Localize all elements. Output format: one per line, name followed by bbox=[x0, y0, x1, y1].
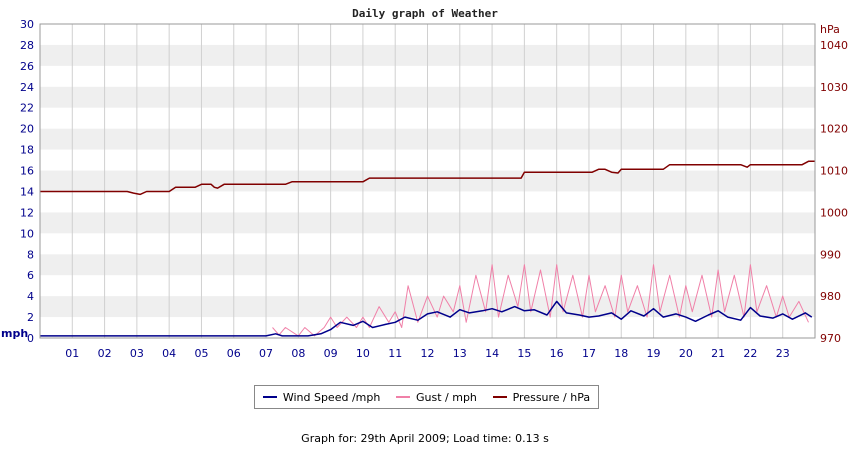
right-tick-label: 1020 bbox=[820, 123, 848, 136]
x-tick-label: 23 bbox=[776, 347, 790, 360]
left-tick-label: 8 bbox=[27, 248, 34, 261]
x-tick-label: 21 bbox=[711, 347, 725, 360]
left-axis-unit: mph bbox=[1, 327, 28, 340]
footer-text: Graph for: 29th April 2009; Load time: 0… bbox=[301, 432, 549, 445]
x-tick-label: 06 bbox=[227, 347, 241, 360]
left-tick-label: 30 bbox=[20, 18, 34, 31]
x-tick-label: 12 bbox=[421, 347, 435, 360]
right-tick-label: 970 bbox=[820, 332, 841, 345]
x-tick-label: 10 bbox=[356, 347, 370, 360]
legend-item-gust: Gust / mph bbox=[396, 391, 477, 404]
left-tick-label: 10 bbox=[20, 227, 34, 240]
left-tick-label: 16 bbox=[20, 165, 34, 178]
series-layer bbox=[40, 160, 815, 337]
x-tick-label: 08 bbox=[291, 347, 305, 360]
left-tick-label: 14 bbox=[20, 185, 34, 198]
wind-speed-line bbox=[40, 300, 813, 337]
left-tick-label: 28 bbox=[20, 39, 34, 52]
left-tick-label: 22 bbox=[20, 102, 34, 115]
x-tick-label: 07 bbox=[259, 347, 273, 360]
left-tick-label: 24 bbox=[20, 81, 34, 94]
right-axis-unit: hPa bbox=[820, 23, 840, 36]
right-tick-label: 1010 bbox=[820, 165, 848, 178]
legend-item-pressure: Pressure / hPa bbox=[492, 390, 591, 404]
plot-frame bbox=[39, 23, 816, 339]
gust-line bbox=[272, 264, 809, 337]
left-tick-label: 20 bbox=[20, 123, 34, 136]
left-tick-label: 18 bbox=[20, 144, 34, 157]
x-axis-ticks: 01 02 03 04 05 06 07 08 09 10 11 12 13 14 15 16 17 18 19 20… bbox=[65, 347, 789, 360]
weather-chart: Daily graph of Weather 02468101214161820… bbox=[1, 7, 848, 360]
right-tick-label: 1030 bbox=[820, 81, 848, 94]
gust-swatch bbox=[396, 396, 410, 398]
right-tick-label: 980 bbox=[820, 290, 841, 303]
left-tick-label: 4 bbox=[27, 290, 34, 303]
right-tick-label: 1000 bbox=[820, 206, 848, 219]
x-tick-label: 18 bbox=[614, 347, 628, 360]
wind-swatch bbox=[262, 396, 277, 398]
x-tick-label: 09 bbox=[324, 347, 338, 360]
x-tick-label: 02 bbox=[98, 347, 112, 360]
x-tick-label: 20 bbox=[679, 347, 693, 360]
legend-item-wind: Wind Speed /mph bbox=[262, 390, 381, 404]
legend-label-gust: Gust / mph bbox=[416, 390, 477, 404]
x-tick-label: 16 bbox=[550, 347, 564, 360]
x-tick-label: 01 bbox=[65, 347, 79, 360]
x-tick-label: 19 bbox=[647, 347, 661, 360]
x-tick-label: 14 bbox=[485, 347, 499, 360]
pressure-swatch bbox=[492, 396, 507, 398]
x-tick-label: 04 bbox=[162, 347, 176, 360]
right-axis-ticks: 970 980 990 1000 1010 1020 1030 1040 bbox=[820, 39, 848, 345]
x-tick-label: 05 bbox=[194, 347, 208, 360]
left-tick-label: 6 bbox=[27, 269, 34, 282]
x-tick-label: 22 bbox=[743, 347, 757, 360]
x-tick-label: 15 bbox=[517, 347, 531, 360]
x-tick-label: 11 bbox=[388, 347, 402, 360]
left-tick-label: 26 bbox=[20, 60, 34, 73]
left-tick-label: 2 bbox=[27, 311, 34, 324]
pressure-line bbox=[40, 160, 815, 196]
legend-label-wind: Wind Speed /mph bbox=[282, 390, 381, 404]
legend: Wind Speed /mph Gust / mph Pressure / hP… bbox=[254, 385, 599, 409]
right-tick-label: 990 bbox=[820, 248, 841, 261]
x-tick-label: 13 bbox=[453, 347, 467, 360]
legend-label-pressure: Pressure / hPa bbox=[512, 390, 591, 404]
x-tick-label: 17 bbox=[582, 347, 596, 360]
left-tick-label: 0 bbox=[27, 332, 34, 345]
chart-title: Daily graph of Weather bbox=[352, 7, 498, 20]
left-tick-label: 12 bbox=[20, 206, 34, 219]
right-tick-label: 1040 bbox=[820, 39, 848, 52]
x-tick-label: 03 bbox=[130, 347, 144, 360]
